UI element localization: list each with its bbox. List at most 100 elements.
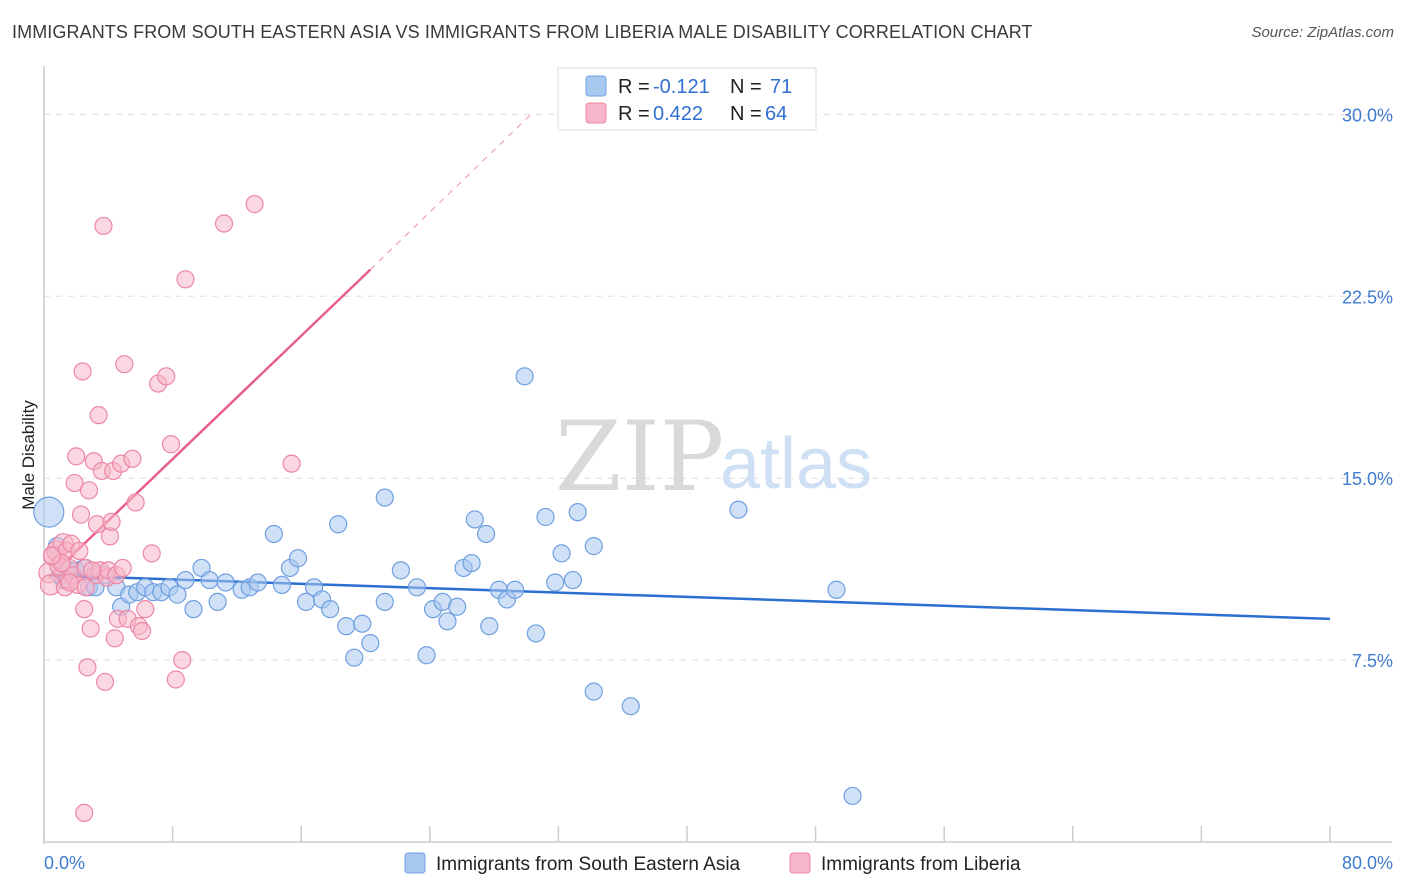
data-points	[33, 195, 862, 822]
point-series1-36	[105, 629, 124, 648]
point-series0-22	[216, 573, 235, 592]
point-series1-12	[65, 473, 84, 493]
point-series1-50	[157, 367, 176, 386]
chart-title: IMMIGRANTS FROM SOUTH EASTERN ASIA VS IM…	[12, 22, 1033, 42]
point-series0-58	[536, 507, 555, 527]
bottom-legend-swatch-liberia	[789, 852, 811, 874]
point-series0-41	[391, 561, 410, 580]
legend-n-value-liberia: 64	[765, 103, 787, 125]
point-series0-50	[465, 510, 484, 529]
point-series1-22	[81, 619, 100, 638]
point-series0-63	[584, 537, 603, 556]
point-series0-60	[552, 544, 571, 563]
point-series0-20	[200, 570, 219, 590]
legend-n-label-sea: N =	[730, 76, 762, 98]
point-series1-57	[282, 454, 301, 473]
point-series0-17	[176, 570, 195, 590]
bottom-legend-swatch-sea	[404, 852, 426, 874]
watermark-zip: ZIP	[555, 401, 724, 513]
point-series0-67	[827, 580, 846, 599]
point-series0-37	[353, 614, 372, 633]
point-series0-25	[248, 573, 267, 592]
point-series0-55	[505, 580, 525, 599]
y-tick-label-2: 22.5%	[1342, 287, 1393, 307]
point-series0-66	[729, 500, 748, 519]
point-series1-20	[78, 658, 97, 677]
point-series0-21	[208, 592, 227, 611]
legend-r-value-liberia: 0.422	[653, 103, 703, 125]
point-series0-38	[361, 634, 380, 653]
x-tick-label-min: 0.0%	[44, 853, 85, 873]
point-series0-57	[526, 624, 545, 643]
bottom-legend: Immigrants from South Eastern Asia Immig…	[404, 852, 1021, 875]
point-series1-43	[123, 449, 142, 468]
legend-n-value-sea: 71	[770, 76, 792, 98]
watermark-atlas: atlas	[720, 424, 872, 504]
point-series0-33	[321, 600, 340, 619]
y-tick-label-1: 15.0%	[1342, 469, 1393, 489]
point-series0-16	[168, 585, 187, 604]
point-series1-26	[89, 406, 108, 425]
point-series1-58	[76, 578, 95, 597]
point-series0-0	[33, 496, 65, 528]
point-series0-51	[476, 524, 496, 544]
point-series0-52	[480, 617, 499, 636]
point-series1-34	[102, 512, 121, 531]
point-series1-29	[94, 216, 113, 236]
point-series1-52	[166, 670, 185, 689]
y-tick-label-0: 7.5%	[1352, 651, 1393, 671]
point-series0-68	[843, 786, 862, 806]
point-series1-17	[73, 362, 92, 381]
point-series1-40	[113, 558, 132, 578]
y-axis-label: Male Disability	[19, 400, 38, 510]
point-series0-43	[417, 646, 436, 665]
point-series0-39	[375, 488, 394, 507]
point-series0-59	[546, 573, 565, 592]
point-series0-36	[345, 648, 364, 667]
point-series1-46	[132, 621, 152, 641]
legend-n-label-liberia: N =	[730, 103, 762, 125]
point-series1-30	[95, 672, 115, 692]
point-series1-16	[71, 505, 91, 524]
y-tick-labels: 7.5% 15.0% 22.5% 30.0%	[1342, 105, 1393, 671]
point-series1-63	[83, 561, 102, 580]
point-series1-13	[67, 447, 86, 466]
point-series0-46	[438, 612, 457, 631]
point-series0-26	[264, 524, 283, 544]
point-series1-48	[142, 544, 161, 563]
point-series1-51	[161, 435, 181, 454]
point-series0-64	[584, 682, 603, 701]
x-tick-labels: 0.0% 80.0%	[44, 853, 1393, 873]
point-series0-65	[621, 697, 640, 716]
point-series0-18	[184, 600, 203, 619]
axes	[43, 66, 1392, 844]
point-series0-62	[568, 503, 587, 522]
point-series1-15	[70, 541, 89, 561]
point-series1-61	[42, 546, 62, 565]
legend-r-label-sea: R =	[618, 76, 650, 98]
point-series1-53	[173, 650, 192, 670]
legend-r-value-sea: -0.121	[653, 76, 710, 98]
point-series0-42	[407, 578, 427, 597]
point-series1-18	[75, 600, 94, 619]
y-tick-label-3: 30.0%	[1342, 105, 1393, 125]
stats-legend: R = -0.121 N = 71 R = 0.422 N = 64	[557, 67, 817, 131]
source-label: Source: ZipAtlas.com	[1251, 24, 1394, 41]
point-series1-56	[245, 195, 264, 214]
watermark: ZIP atlas	[555, 401, 872, 513]
point-series1-62	[60, 573, 79, 592]
point-series0-35	[337, 617, 356, 636]
point-series1-44	[126, 493, 145, 512]
point-series1-55	[214, 214, 234, 233]
point-series1-54	[176, 270, 195, 289]
legend-swatch-liberia	[585, 102, 607, 124]
point-series0-34	[329, 515, 348, 534]
point-series0-56	[515, 367, 534, 386]
trend-extension-series1	[369, 113, 532, 271]
legend-r-label-liberia: R =	[618, 103, 650, 125]
point-series0-29	[288, 549, 308, 568]
point-series0-40	[375, 592, 394, 611]
point-series1-60	[75, 803, 94, 822]
legend-swatch-sea	[585, 75, 607, 97]
